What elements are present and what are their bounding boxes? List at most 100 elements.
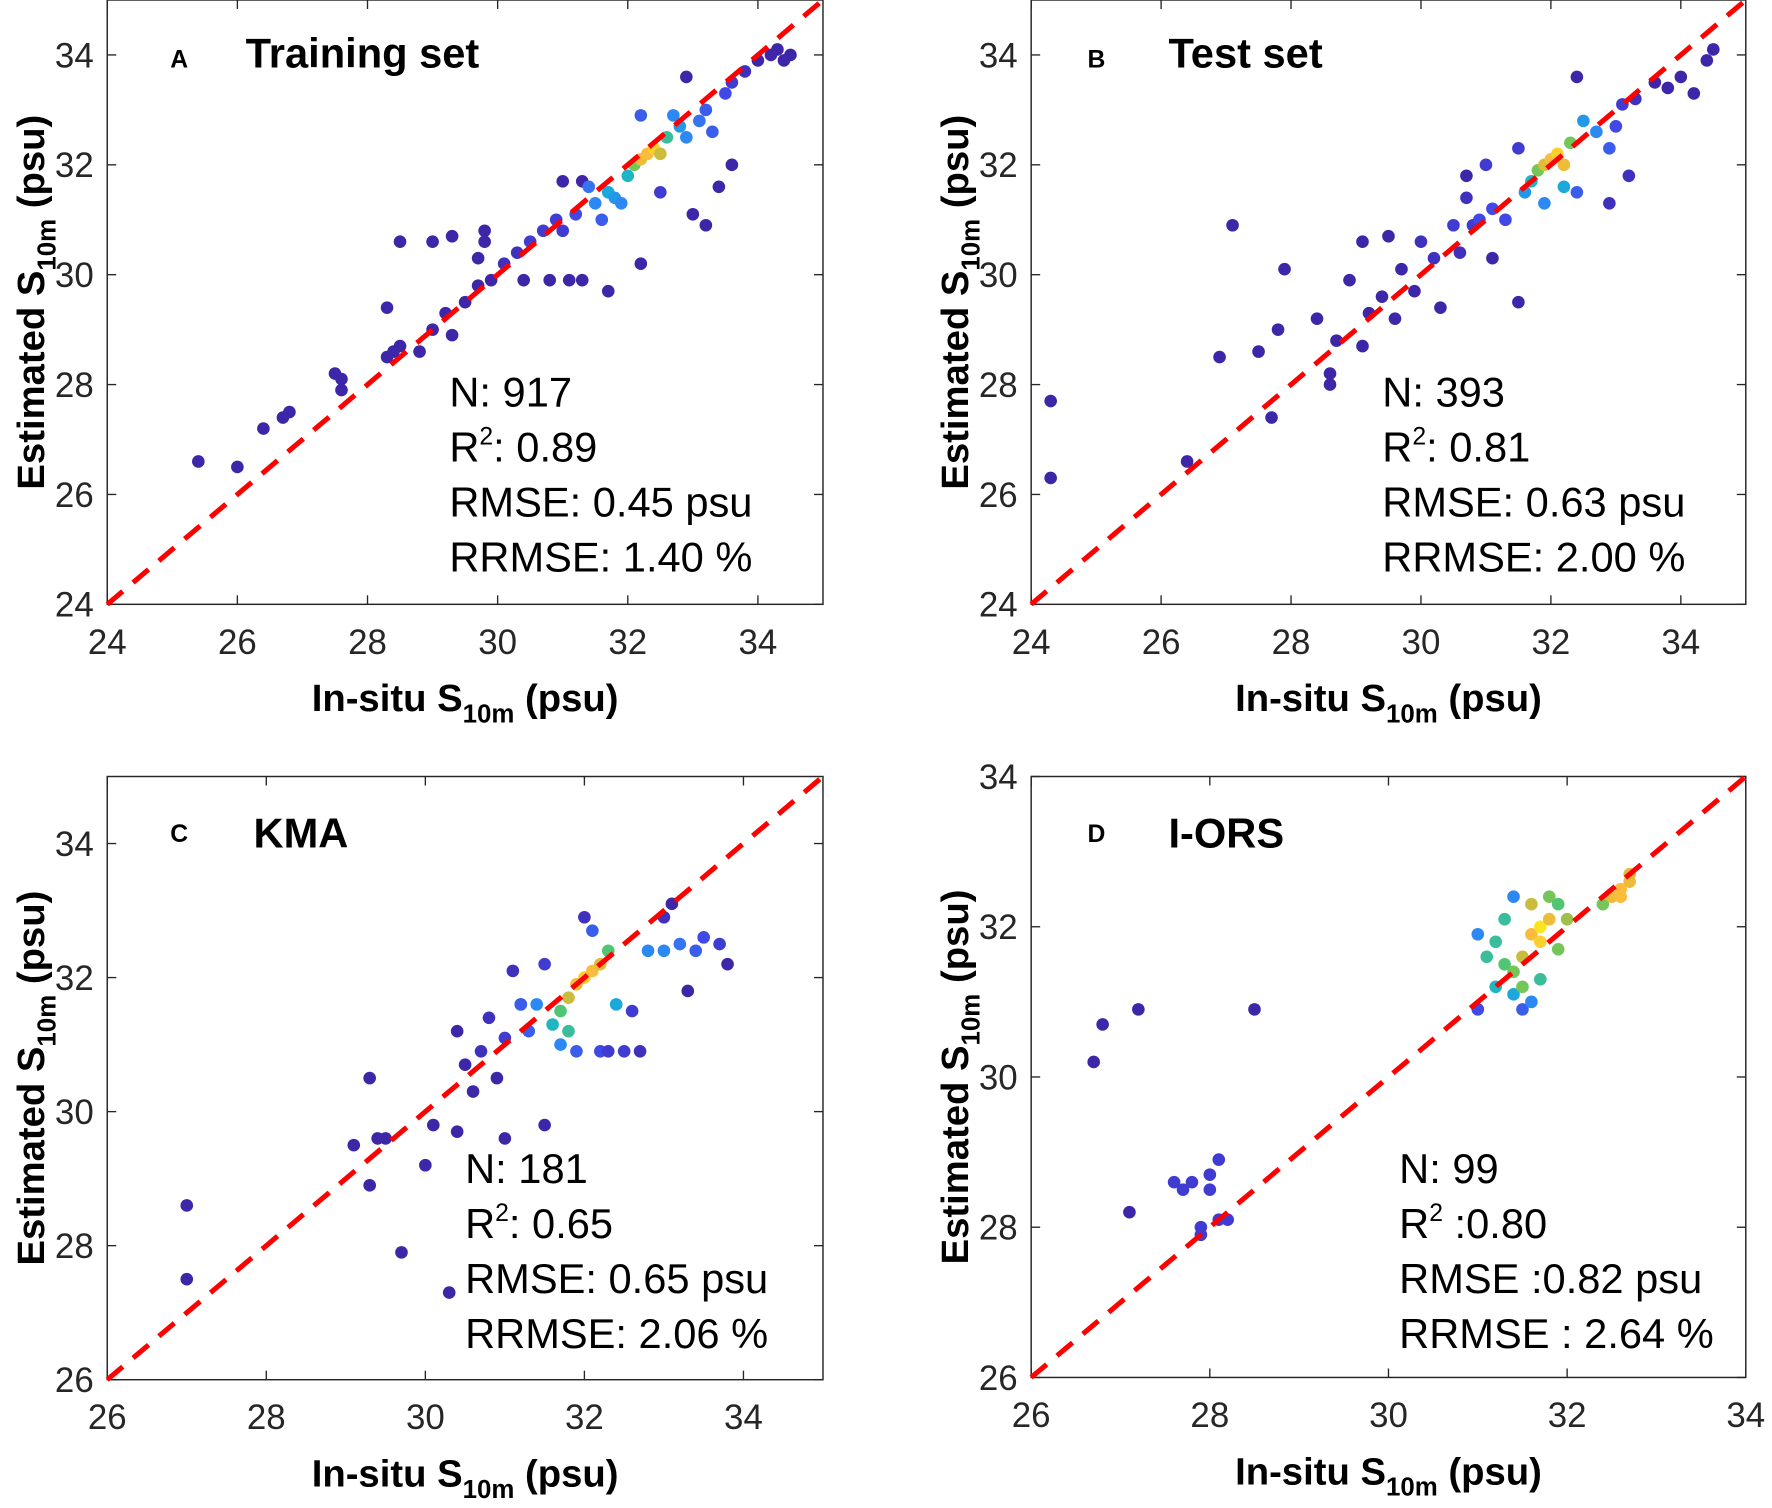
panel-title: Test set [1168, 30, 1322, 77]
data-point [1310, 312, 1324, 325]
data-point [1557, 158, 1571, 172]
data-point [347, 1138, 361, 1152]
one-to-one-line [1029, 774, 1748, 1380]
data-point [1096, 1018, 1109, 1031]
data-point [1408, 284, 1421, 298]
x-tick-label: 32 [1548, 1396, 1587, 1435]
data-point [538, 957, 551, 971]
data-point [699, 103, 713, 117]
data-point [719, 87, 732, 100]
data-point [1167, 1175, 1181, 1189]
data-point [514, 998, 528, 1011]
data-point [1687, 87, 1701, 100]
stat-r2-base: R [1399, 1200, 1429, 1247]
data-point [556, 224, 570, 238]
data-point [1087, 1055, 1101, 1069]
data-point [680, 70, 693, 84]
data-point [1498, 958, 1511, 971]
x-axis-label-unit: (psu) [514, 677, 618, 720]
y-axis-label-main: Estimated S [10, 1047, 53, 1266]
x-axis-label-sub: 10m [1386, 700, 1438, 728]
data-point [1489, 935, 1502, 949]
data-point [634, 109, 648, 122]
panel-letter: D [1087, 821, 1105, 848]
y-axis-label-unit: (psu) [934, 115, 977, 219]
data-point [1661, 81, 1675, 95]
x-axis-label-main: In-situ S [1235, 1450, 1386, 1493]
panel-letter: A [170, 47, 188, 74]
data-point [1609, 120, 1623, 133]
panel-b: 24 26 28 30 32 34 24 26 28 30 32 34 B Test set N: 393 R… [934, 0, 1748, 728]
data-point [693, 114, 706, 128]
x-tick-label: 32 [565, 1398, 604, 1437]
data-point [380, 301, 394, 314]
data-point [1248, 1003, 1261, 1016]
data-point [1507, 988, 1520, 1001]
y-tick-label: 28 [979, 1209, 1018, 1248]
data-point [712, 180, 726, 194]
data-point [335, 372, 348, 386]
data-point [1479, 158, 1493, 172]
x-axis-label: In-situ S10m (psu) [312, 677, 619, 728]
data-point [1486, 251, 1499, 265]
data-point [689, 944, 703, 958]
data-point [1499, 213, 1512, 227]
y-tick-label: 32 [55, 146, 94, 185]
data-point [725, 158, 739, 172]
y-axis-label: Estimated S10m (psu) [10, 891, 61, 1266]
y-tick-label: 34 [979, 36, 1018, 75]
data-point [562, 991, 575, 1004]
data-point [458, 1058, 472, 1072]
x-axis-label-main: In-situ S [312, 677, 463, 720]
x-tick-label: 28 [1272, 623, 1311, 662]
data-point [543, 273, 556, 287]
data-point [1453, 246, 1467, 260]
x-tick-label: 34 [724, 1398, 763, 1437]
y-tick-label: 32 [979, 908, 1018, 947]
data-point [1356, 235, 1369, 249]
y-axis-label-unit: (psu) [934, 890, 977, 994]
data-point [1542, 890, 1556, 903]
data-point [257, 422, 270, 435]
data-point [609, 998, 623, 1011]
stat-r2-base: R [1382, 423, 1412, 470]
y-tick-label: 32 [979, 146, 1018, 185]
x-axis-label: In-situ S10m (psu) [312, 1453, 619, 1504]
data-point [393, 235, 407, 249]
x-axis-label-main: In-situ S [312, 1453, 463, 1496]
data-point [474, 1044, 488, 1058]
x-tick-label: 32 [608, 623, 647, 662]
data-point [1525, 995, 1538, 1009]
data-point [578, 910, 591, 924]
data-point [586, 924, 599, 937]
data-point [1203, 1183, 1217, 1196]
y-tick-label: 32 [55, 959, 94, 998]
stat-rrmse: RRMSE: 1.40 % [449, 534, 752, 581]
data-point [363, 1071, 376, 1085]
data-point [1343, 273, 1356, 287]
x-tick-label: 28 [247, 1398, 286, 1437]
stat-n: N: 181 [465, 1145, 588, 1192]
data-point [601, 1044, 615, 1058]
y-tick-label: 24 [55, 586, 94, 625]
data-point [1203, 1168, 1217, 1181]
x-tick-label: 28 [348, 623, 387, 662]
y-axis-label-main: Estimated S [934, 1045, 977, 1264]
data-point [1388, 312, 1402, 325]
x-axis-label-main: In-situ S [1235, 677, 1386, 720]
y-tick-label: 30 [979, 256, 1018, 295]
data-point [1271, 323, 1285, 336]
panel-a: 24 26 28 30 32 34 24 26 28 30 32 34 A Training set N: … [10, 0, 825, 728]
x-axis-label-unit: (psu) [1438, 677, 1542, 720]
x-axis-label: In-situ S10m (psu) [1235, 677, 1542, 728]
x-axis-label: In-situ S10m (psu) [1235, 1450, 1542, 1501]
x-tick-label: 34 [1661, 623, 1700, 662]
data-point [363, 1179, 376, 1192]
stat-r2-value: : 0.89 [493, 423, 597, 470]
y-axis-label-sub: 10m [33, 995, 61, 1047]
x-tick-label: 30 [406, 1398, 445, 1437]
y-tick-label: 26 [979, 476, 1018, 515]
data-point [1213, 350, 1226, 364]
x-axis-label-unit: (psu) [1438, 1450, 1542, 1493]
data-point [1525, 897, 1538, 911]
